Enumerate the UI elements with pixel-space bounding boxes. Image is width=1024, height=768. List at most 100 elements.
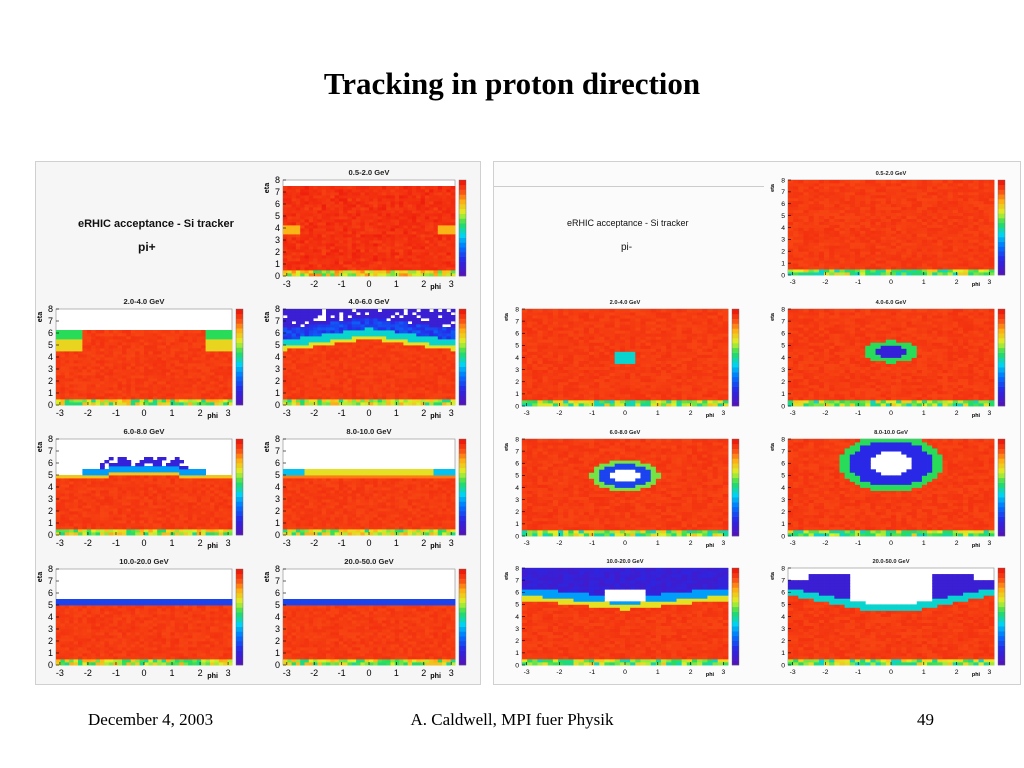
heatmap-cell bbox=[122, 457, 127, 461]
heatmap-cell bbox=[308, 228, 314, 232]
heatmap-cell bbox=[399, 213, 404, 217]
heatmap-cell bbox=[295, 366, 301, 370]
color-scale-segment bbox=[459, 385, 466, 391]
heatmap-cell bbox=[300, 336, 305, 340]
heatmap-cell bbox=[347, 390, 353, 394]
heatmap-cell bbox=[446, 393, 452, 397]
heatmap-cell bbox=[433, 201, 439, 205]
heatmap-cell bbox=[166, 339, 171, 343]
heatmap-cell bbox=[223, 511, 228, 515]
heatmap-cell bbox=[227, 484, 233, 488]
heatmap-cell bbox=[227, 508, 233, 512]
heatmap-cell bbox=[135, 463, 140, 467]
heatmap-cell bbox=[450, 369, 456, 373]
heatmap-cell bbox=[360, 249, 366, 253]
heatmap-cell bbox=[308, 499, 314, 503]
heatmap-cell bbox=[188, 378, 193, 382]
heatmap-cell bbox=[347, 324, 353, 328]
heatmap-cell bbox=[304, 252, 310, 256]
heatmap-cell bbox=[291, 484, 297, 488]
heatmap-cell bbox=[429, 240, 434, 244]
heatmap-cell bbox=[326, 393, 331, 397]
heatmap-cell bbox=[210, 375, 215, 379]
heatmap-cell bbox=[287, 264, 292, 268]
heatmap-cell bbox=[218, 393, 224, 397]
heatmap-cell bbox=[295, 357, 301, 361]
heatmap-cell bbox=[321, 216, 327, 220]
heatmap-cell bbox=[166, 384, 171, 388]
heatmap-cell bbox=[86, 345, 92, 349]
heatmap-cell bbox=[386, 192, 391, 196]
heatmap-cell bbox=[126, 466, 132, 470]
heatmap-cell bbox=[433, 366, 439, 370]
heatmap-cell bbox=[113, 351, 118, 355]
heatmap-cell bbox=[351, 207, 357, 211]
heatmap-cell bbox=[326, 484, 331, 488]
heatmap-cell bbox=[130, 348, 136, 352]
heatmap-cell bbox=[166, 363, 171, 367]
heatmap-cell bbox=[420, 396, 426, 400]
heatmap-cell bbox=[338, 246, 344, 250]
heatmap-cell bbox=[437, 363, 443, 367]
heatmap-cell bbox=[356, 237, 361, 241]
heatmap-cell bbox=[437, 228, 443, 232]
heatmap-cell bbox=[360, 192, 366, 196]
color-scale-segment bbox=[236, 337, 243, 343]
heatmap-cell bbox=[446, 270, 452, 274]
heatmap-cell bbox=[369, 366, 374, 370]
heatmap-cell bbox=[300, 222, 305, 226]
heatmap-cell bbox=[104, 339, 110, 343]
heatmap-cell bbox=[437, 231, 443, 235]
heatmap-cell bbox=[394, 369, 400, 373]
heatmap-cell bbox=[326, 213, 331, 217]
heatmap-cell bbox=[152, 378, 158, 382]
heatmap-cell bbox=[201, 469, 206, 473]
heatmap-cell bbox=[407, 222, 413, 226]
heatmap-cell bbox=[113, 342, 118, 346]
heatmap-cell bbox=[291, 252, 297, 256]
heatmap-cell bbox=[351, 390, 357, 394]
heatmap-cell bbox=[437, 336, 443, 340]
heatmap-cell bbox=[351, 354, 357, 358]
heatmap-cell bbox=[166, 396, 171, 400]
heatmap-cell bbox=[122, 372, 127, 376]
heatmap-cell bbox=[364, 351, 370, 355]
heatmap-cell bbox=[364, 384, 370, 388]
heatmap-cell bbox=[283, 481, 288, 485]
heatmap-cell bbox=[394, 342, 400, 346]
heatmap-cell bbox=[317, 336, 323, 340]
heatmap-cell bbox=[287, 514, 292, 518]
heatmap-cell bbox=[135, 517, 140, 521]
heatmap-cell bbox=[148, 520, 154, 524]
heatmap-cell bbox=[210, 514, 215, 518]
heatmap-cell bbox=[351, 264, 357, 268]
heatmap-cell bbox=[161, 336, 167, 340]
heatmap-cell bbox=[377, 204, 383, 208]
heatmap-cell bbox=[179, 472, 184, 476]
heatmap-cell bbox=[78, 348, 83, 352]
heatmap-cell bbox=[161, 366, 167, 370]
heatmap-cell bbox=[308, 240, 314, 244]
x-axis-label: phi bbox=[430, 282, 441, 291]
heatmap-cell bbox=[100, 463, 105, 467]
heatmap-cell bbox=[326, 273, 331, 277]
heatmap-cell bbox=[205, 396, 211, 400]
heatmap-cell bbox=[283, 237, 288, 241]
heatmap-cell bbox=[330, 258, 335, 262]
heatmap-cell bbox=[356, 216, 361, 220]
heatmap-cell bbox=[360, 393, 366, 397]
heatmap-cell bbox=[104, 342, 110, 346]
heatmap-cell bbox=[196, 520, 202, 524]
heatmap-cell bbox=[321, 228, 327, 232]
heatmap-cell bbox=[429, 369, 434, 373]
heatmap-cell bbox=[196, 366, 202, 370]
heatmap-cell bbox=[205, 345, 211, 349]
heatmap-cell bbox=[304, 327, 310, 331]
heatmap-cell bbox=[330, 508, 335, 512]
heatmap-cell bbox=[188, 336, 193, 340]
heatmap-cell bbox=[424, 381, 430, 385]
heatmap-cell bbox=[429, 381, 434, 385]
heatmap-cell bbox=[148, 529, 154, 533]
heatmap-cell bbox=[313, 231, 318, 235]
